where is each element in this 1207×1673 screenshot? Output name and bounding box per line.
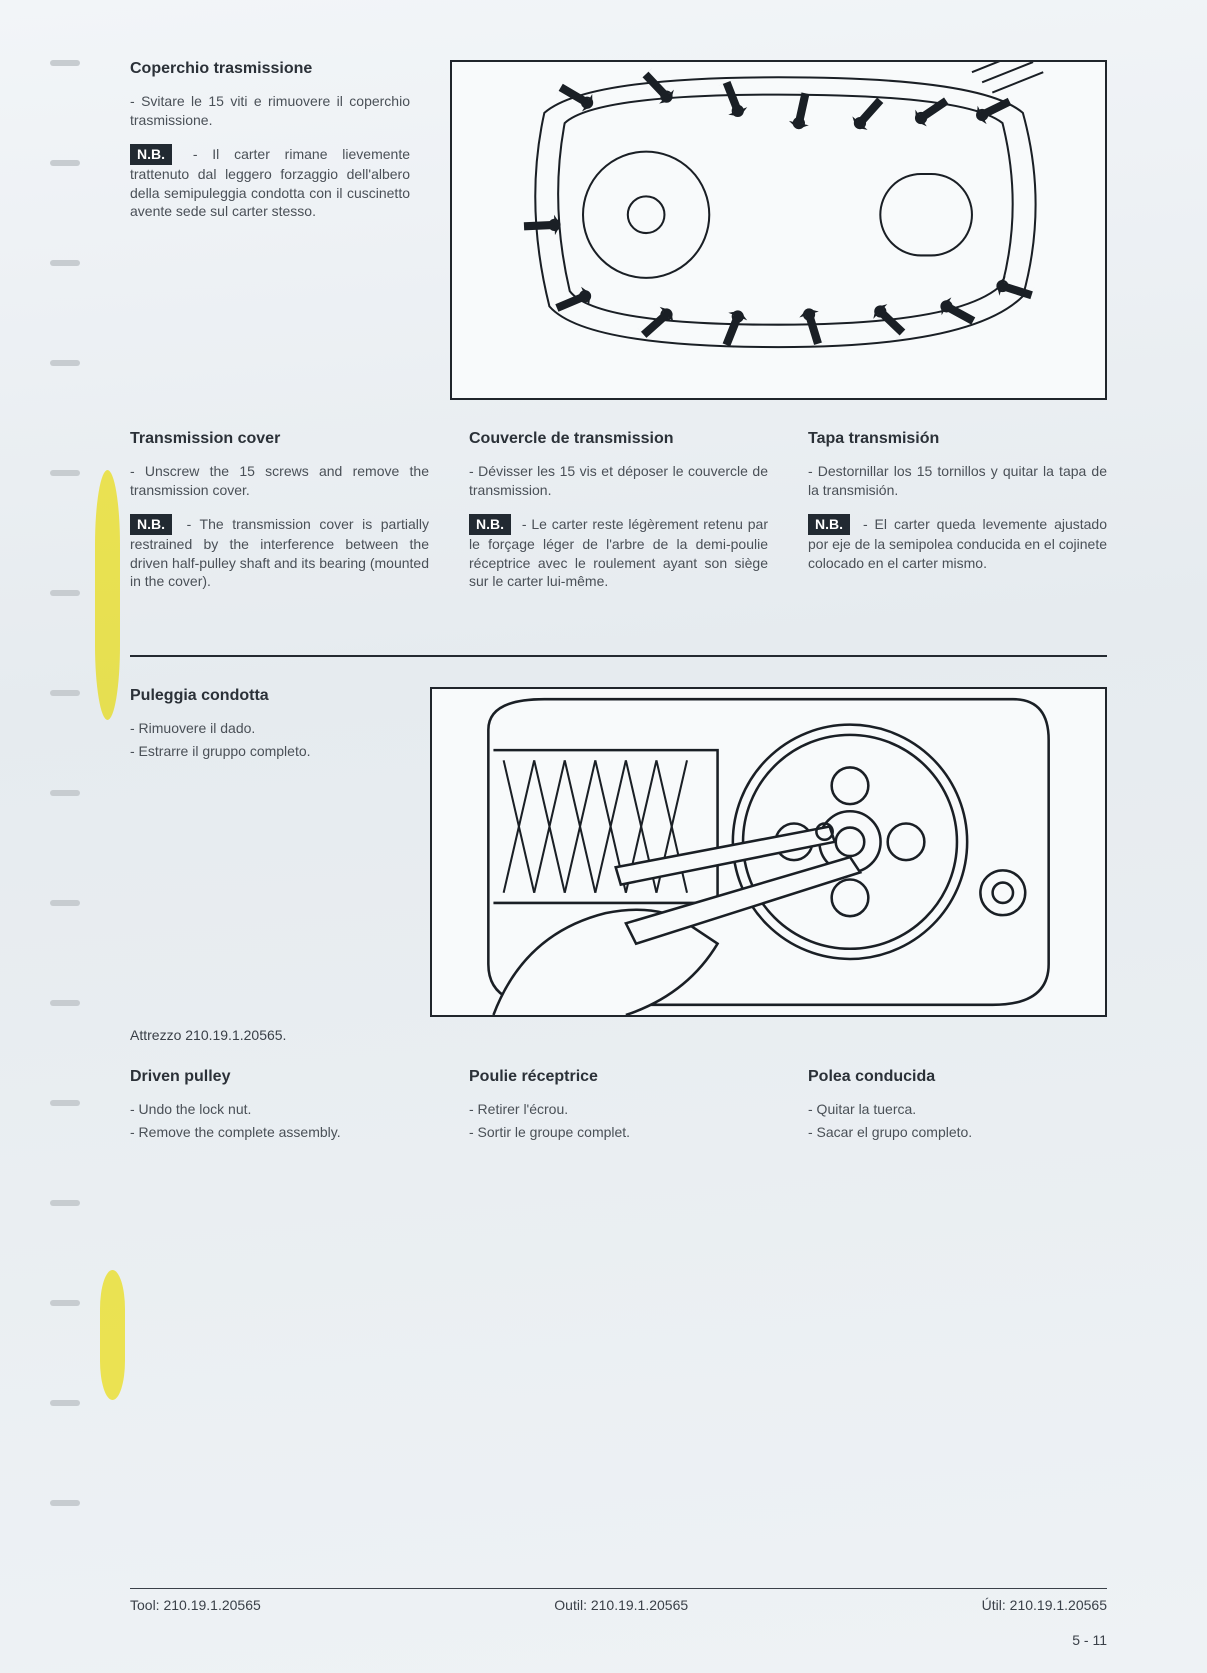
line2-it: - Estrarre il gruppo completo. <box>130 742 390 761</box>
line1-fr: - Retirer l'écrou. <box>469 1100 768 1119</box>
title-es-2: Polea conducida <box>808 1068 1107 1086</box>
nb-it: N.B. - Il carter rimane lievemente tratt… <box>130 144 410 222</box>
section-1-top: Coperchio trasmissione - Svitare le 15 v… <box>130 60 1107 400</box>
col-es-2: Polea conducida - Quitar la tuerca. - Sa… <box>808 1068 1107 1156</box>
punch-mark <box>50 1500 80 1506</box>
nb-badge: N.B. <box>130 144 172 165</box>
punch-mark <box>50 1400 80 1406</box>
punch-mark <box>50 470 80 476</box>
col-it-2: Puleggia condotta - Rimuovere il dado. -… <box>130 687 390 1017</box>
title-en: Transmission cover <box>130 430 429 448</box>
highlighter-mark <box>95 470 120 720</box>
punch-mark <box>50 60 80 66</box>
body-it: - Svitare le 15 viti e rimuovere il cope… <box>130 92 410 130</box>
punch-mark <box>50 690 80 696</box>
tool-it: Attrezzo 210.19.1.20565. <box>130 1027 1107 1043</box>
punch-mark <box>50 1300 80 1306</box>
col-es: Tapa transmisión - Destornillar los 15 t… <box>808 430 1107 605</box>
diagram-transmission-cover <box>452 62 1105 398</box>
highlighter-mark <box>100 1270 125 1400</box>
col-fr-2: Poulie réceptrice - Retirer l'écrou. - S… <box>469 1068 768 1156</box>
nb-text: - The transmission cover is partially re… <box>130 516 429 590</box>
title-it: Coperchio trasmissione <box>130 60 410 78</box>
figure-1-wrap <box>450 60 1107 400</box>
figure-transmission-cover <box>450 60 1107 400</box>
nb-badge: N.B. <box>130 514 172 535</box>
punch-mark <box>50 260 80 266</box>
col-en-2: Driven pulley - Undo the lock nut. - Rem… <box>130 1068 429 1156</box>
col-fr: Couvercle de transmission - Dévisser les… <box>469 430 768 605</box>
nb-badge: N.B. <box>469 514 511 535</box>
title-it-2: Puleggia condotta <box>130 687 390 705</box>
punch-mark <box>50 1200 80 1206</box>
nb-badge: N.B. <box>808 514 850 535</box>
title-fr: Couvercle de transmission <box>469 430 768 448</box>
punch-mark <box>50 360 80 366</box>
punch-mark <box>50 1100 80 1106</box>
section-1-translations: Transmission cover - Unscrew the 15 scre… <box>130 430 1107 605</box>
nb-fr: N.B. - Le carter reste légèrement retenu… <box>469 514 768 592</box>
title-fr-2: Poulie réceptrice <box>469 1068 768 1086</box>
body-fr: - Dévisser les 15 vis et déposer le couv… <box>469 462 768 500</box>
footer: Tool: 210.19.1.20565 Outil: 210.19.1.205… <box>130 1588 1107 1613</box>
line1-es: - Quitar la tuerca. <box>808 1100 1107 1119</box>
figure-2-wrap <box>430 687 1107 1017</box>
footer-tool-es: Útil: 210.19.1.20565 <box>982 1597 1107 1613</box>
title-en-2: Driven pulley <box>130 1068 429 1086</box>
line1-en: - Undo the lock nut. <box>130 1100 429 1119</box>
section-2-top: Puleggia condotta - Rimuovere il dado. -… <box>130 687 1107 1017</box>
page: Coperchio trasmissione - Svitare le 15 v… <box>0 0 1207 1673</box>
punch-mark <box>50 590 80 596</box>
line1-it: - Rimuovere il dado. <box>130 719 390 738</box>
title-es: Tapa transmisión <box>808 430 1107 448</box>
footer-tool-fr: Outil: 210.19.1.20565 <box>554 1597 688 1613</box>
col-en: Transmission cover - Unscrew the 15 scre… <box>130 430 429 605</box>
nb-text: - El carter queda levemente ajustado por… <box>808 516 1107 571</box>
nb-en: N.B. - The transmission cover is partial… <box>130 514 429 592</box>
line2-en: - Remove the complete assembly. <box>130 1123 429 1142</box>
punch-mark <box>50 790 80 796</box>
punch-mark <box>50 160 80 166</box>
col-it: Coperchio trasmissione - Svitare le 15 v… <box>130 60 410 400</box>
section-2-translations: Driven pulley - Undo the lock nut. - Rem… <box>130 1068 1107 1156</box>
diagram-driven-pulley <box>432 689 1105 1015</box>
separator <box>130 655 1107 657</box>
body-en: - Unscrew the 15 screws and remove the t… <box>130 462 429 500</box>
footer-tool-en: Tool: 210.19.1.20565 <box>130 1597 261 1613</box>
punch-mark <box>50 900 80 906</box>
nb-text: - Il carter rimane lievemente trattenuto… <box>130 146 410 220</box>
nb-es: N.B. - El carter queda levemente ajustad… <box>808 514 1107 573</box>
nb-text: - Le carter reste légèrement retenu par … <box>469 516 768 590</box>
punch-mark <box>50 1000 80 1006</box>
line2-fr: - Sortir le groupe complet. <box>469 1123 768 1142</box>
line2-es: - Sacar el grupo completo. <box>808 1123 1107 1142</box>
body-es: - Destornillar los 15 tornillos y quitar… <box>808 462 1107 500</box>
page-number: 5 - 11 <box>1072 1632 1107 1648</box>
figure-driven-pulley <box>430 687 1107 1017</box>
